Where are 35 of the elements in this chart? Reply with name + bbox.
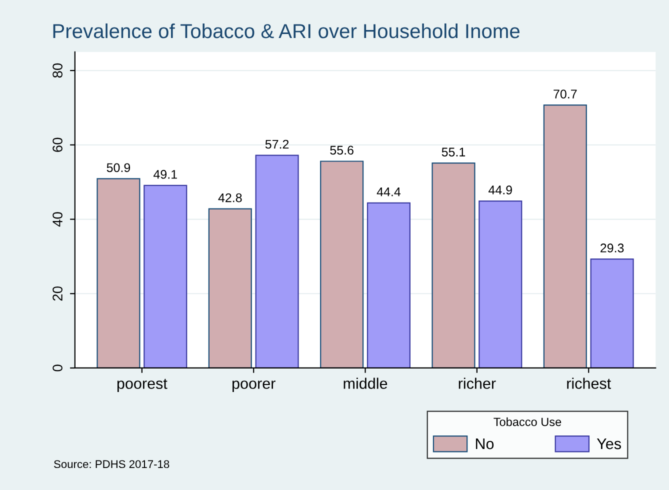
bar: [255, 154, 299, 368]
x-tick-label: richer: [458, 378, 496, 389]
y-tick-label: 0: [52, 364, 62, 372]
legend-label: No: [476, 438, 494, 450]
bar: [432, 162, 476, 368]
data-label: 42.8: [218, 193, 242, 202]
data-label: 29.3: [600, 244, 624, 252]
data-label: 49.1: [154, 170, 177, 179]
data-label: 55.6: [330, 146, 354, 155]
bar: [543, 104, 587, 368]
source-note: Source: PDHS 2017-18: [54, 460, 170, 468]
data-label: 44.4: [376, 188, 401, 196]
bar: [144, 184, 188, 368]
x-tick-label: middle: [344, 378, 388, 389]
data-label: 44.9: [488, 186, 512, 194]
bar: [320, 160, 364, 368]
y-tick-label: 40: [52, 212, 62, 227]
data-label: 55.1: [442, 148, 466, 156]
data-label: 70.7: [554, 90, 577, 98]
legend-label: Yes: [596, 438, 621, 450]
bar: [96, 178, 140, 368]
x-tick-label: poorer: [232, 380, 276, 392]
bar: [208, 208, 252, 368]
chart-title: Prevalence of Tobacco & ARI over Household Inome: [53, 23, 520, 38]
x-tick-label: poorest: [117, 378, 168, 392]
data-label: 50.9: [106, 163, 130, 172]
legend-title: Tobacco Use: [494, 417, 562, 426]
y-tick-label: 20: [52, 286, 62, 301]
bar: [590, 258, 634, 368]
y-tick-label: 60: [52, 138, 62, 152]
data-label: 57.2: [265, 140, 289, 149]
bar: [478, 200, 522, 368]
y-tick-label: 80: [52, 63, 62, 78]
x-tick-label: richest: [567, 378, 612, 389]
bar: [366, 202, 410, 368]
